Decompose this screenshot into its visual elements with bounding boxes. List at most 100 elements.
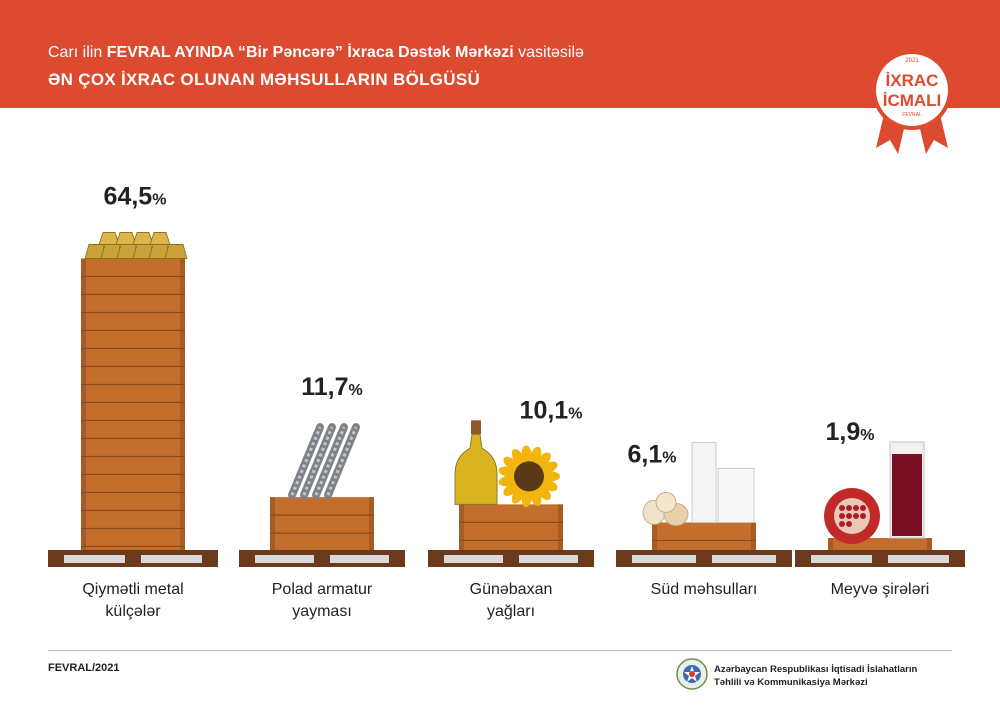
bar-post-right [927,538,932,550]
pomegranate-juice-icon [824,441,925,544]
pallet-block [202,555,218,563]
pallet-top [616,550,792,555]
pallet-block [503,555,519,563]
pallet-block [616,555,632,563]
value-label-1: 64,5% [104,182,167,210]
bar-crate-1 [81,258,185,550]
pallet-bottom [616,563,792,567]
bar-post-left [270,497,275,550]
pallet-block [696,555,712,563]
sunflower-petal [498,475,517,487]
header-banner: Carı ilin FEVRAL AYINDA “Bir Pəncərə” İx… [0,0,1000,108]
footer-organization: Azərbaycan Respublikası İqtisadi İslahat… [676,656,976,696]
pallet-2 [239,550,405,567]
sunflower-petal [530,488,542,506]
pallet-bottom [239,563,405,567]
footer-divider [48,650,952,651]
pallet-block [428,555,444,563]
category-label-1: Qiymətli metal külçələr [82,581,183,620]
gold-bars-icon [84,232,188,259]
gold-bar [164,244,188,259]
bottle-cork [471,420,481,435]
pallet-1 [48,550,218,567]
sunflower-petal [521,445,532,464]
pallet-top [795,550,965,555]
value-label-5: 1,9% [826,418,875,446]
value-label-3: 10,1% [520,396,583,424]
pallet-top [48,550,218,555]
category-label-5: Meyvə şirələri [831,581,930,598]
bar-post-left [652,522,657,550]
gold-bar [115,232,137,245]
pomegranate-seed [846,521,852,527]
pallet-block [314,555,330,563]
value-label-4: 6,1% [628,440,677,468]
pallet-4 [616,550,792,567]
sunflower-petal [542,471,560,482]
sunflower-petal [503,482,520,496]
rebar-ribs [326,426,358,496]
pomegranate-seed [846,505,852,511]
pallet-block [949,555,965,563]
badge-month: FEVRAL [902,112,922,118]
pallet-block [776,555,792,563]
milk-bottle [691,441,717,523]
bar-4 [652,522,756,550]
pomegranate-seed [860,505,866,511]
badge-line1: İXRAC [886,71,939,90]
ixrac-icmali-badge: 2021 İXRAC İCMALI FEVRAL [872,50,952,154]
pallet-block [48,555,64,563]
category-label-4: Süd məhsulları [651,581,758,598]
bar-crate-2 [270,497,374,550]
pallet-block [872,555,888,563]
sunflower-petal [511,449,525,466]
rebar-ribs [290,426,322,496]
gold-bar [149,232,171,245]
org-name-line1: Azərbaycan Respublikası İqtisadi İslahat… [714,664,918,675]
pallet-block [389,555,405,563]
badge-year: 2021 [905,58,919,64]
bar-post-right [558,504,563,550]
oil-bottle [454,433,498,505]
pomegranate-seed [846,513,852,519]
value-label-2: 11,7% [301,373,363,401]
pomegranate-seed [839,505,845,511]
bar-crate-4 [652,522,756,550]
pomegranate-seed [839,513,845,519]
rebar-ribs [302,426,334,496]
sunflower-petal [521,489,532,508]
bar-2 [270,497,374,550]
gold-bar [98,232,120,245]
emblem-icon [676,658,708,690]
pallet-bottom [428,563,594,567]
egg [655,491,677,513]
pomegranate-seed [839,521,845,527]
sunflower-petal [503,456,520,471]
sunflower-petal [536,452,551,468]
gold-bar [132,232,154,245]
sunflower-petal [536,485,551,501]
pallet-top [428,550,594,555]
bar-post-left [459,504,464,550]
pomegranate-seed [853,513,859,519]
badge-line2: İCMALI [883,91,942,110]
category-label-3: Günəbaxan yağları [470,581,553,620]
header-title-line2: ƏN ÇOX İXRAC OLUNAN MƏHSULLARIN BÖLGÜSÜ [48,70,481,89]
pallet-5 [795,550,965,567]
bar-post-left [828,538,833,550]
pomegranate-seed [853,505,859,511]
bar-post-right [751,522,756,550]
sunflower-petal [540,461,558,474]
pallet-bottom [795,563,965,567]
header-title-line1: Carı ilin FEVRAL AYINDA “Bir Pəncərə” İx… [48,44,584,61]
pomegranate-seed [860,513,866,519]
bar-post-left [81,258,86,550]
org-name-line2: Təhlili və Kommunikasiya Mərkəzi [714,677,868,688]
pallet-block [125,555,141,563]
footer-date: FEVRAL/2021 [48,662,120,674]
juice [892,454,922,536]
pallet-block [239,555,255,563]
bar-post-right [180,258,185,550]
bar-3 [459,504,563,550]
bar-post-right [369,497,374,550]
